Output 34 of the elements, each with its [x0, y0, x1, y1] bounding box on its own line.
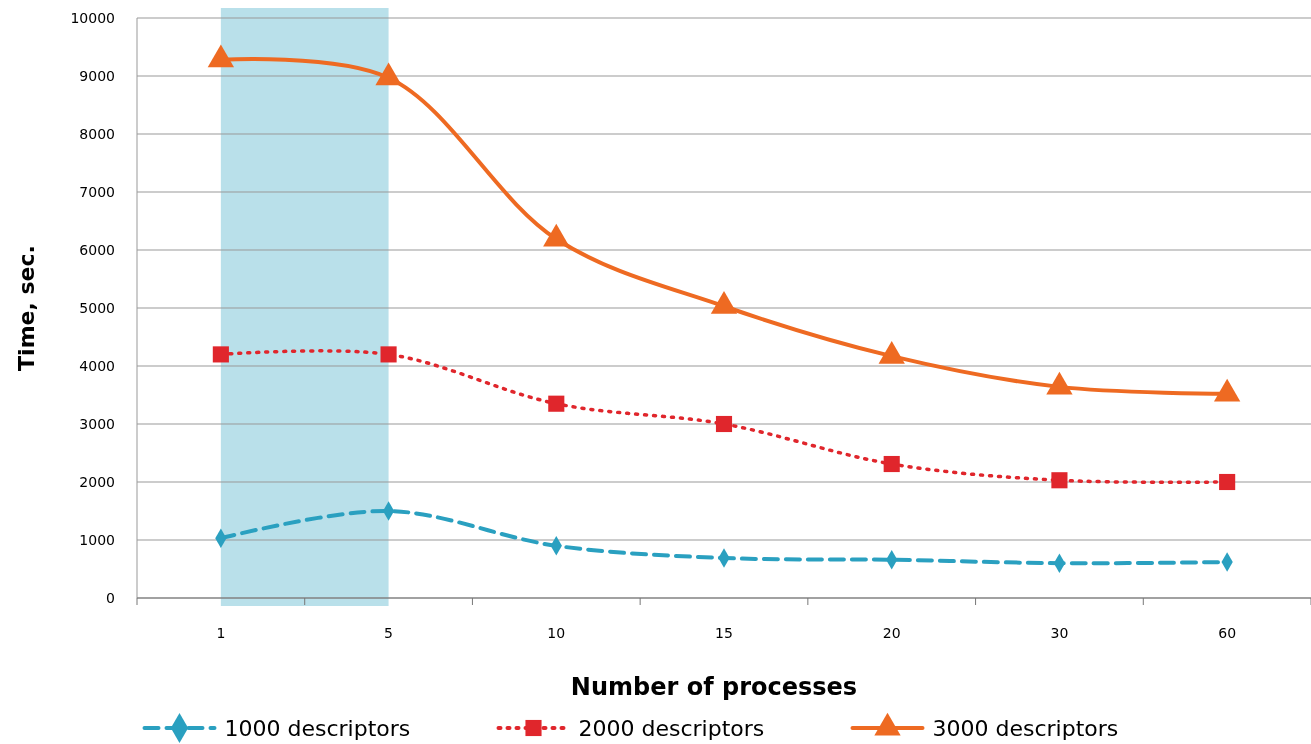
point [380, 346, 397, 363]
y-tick-label: 6000 [79, 241, 115, 258]
y-tick-label: 0 [106, 589, 115, 606]
y-tick-label: 5000 [79, 299, 115, 316]
x-tick-label: 10 [547, 625, 566, 641]
x-tick-label: 5 [384, 625, 394, 641]
point [375, 62, 402, 86]
y-tick-label: 8000 [79, 125, 115, 142]
legend-label: 3000 descriptors [932, 715, 1119, 741]
point [1051, 472, 1068, 489]
legend-label: 1000 descriptors [224, 715, 411, 741]
y-tick-label: 2000 [79, 473, 115, 490]
y-tick-label: 1000 [79, 531, 115, 548]
point [715, 415, 733, 433]
point [543, 223, 570, 247]
point [212, 346, 229, 363]
y-tick-label: 10000 [70, 9, 115, 26]
x-tick-label: 1 [216, 625, 226, 641]
y-tick-label: 3000 [79, 415, 115, 432]
legend-label: 2000 descriptors [578, 715, 765, 741]
y-axis-title: Time, sec. [14, 245, 39, 371]
y-tick-label: 4000 [79, 357, 115, 374]
point [710, 291, 738, 314]
point [883, 455, 900, 473]
x-tick-label: 30 [1050, 625, 1069, 641]
point [548, 395, 565, 412]
y-tick-label: 7000 [79, 183, 115, 200]
x-axis-title: Number of processes [570, 673, 858, 701]
x-tick-label: 20 [882, 625, 901, 641]
y-tick-label: 9000 [79, 67, 115, 84]
x-tick-label: 15 [715, 625, 733, 641]
point [207, 44, 235, 68]
x-tick-label: 60 [1218, 625, 1237, 641]
point [1219, 473, 1236, 491]
